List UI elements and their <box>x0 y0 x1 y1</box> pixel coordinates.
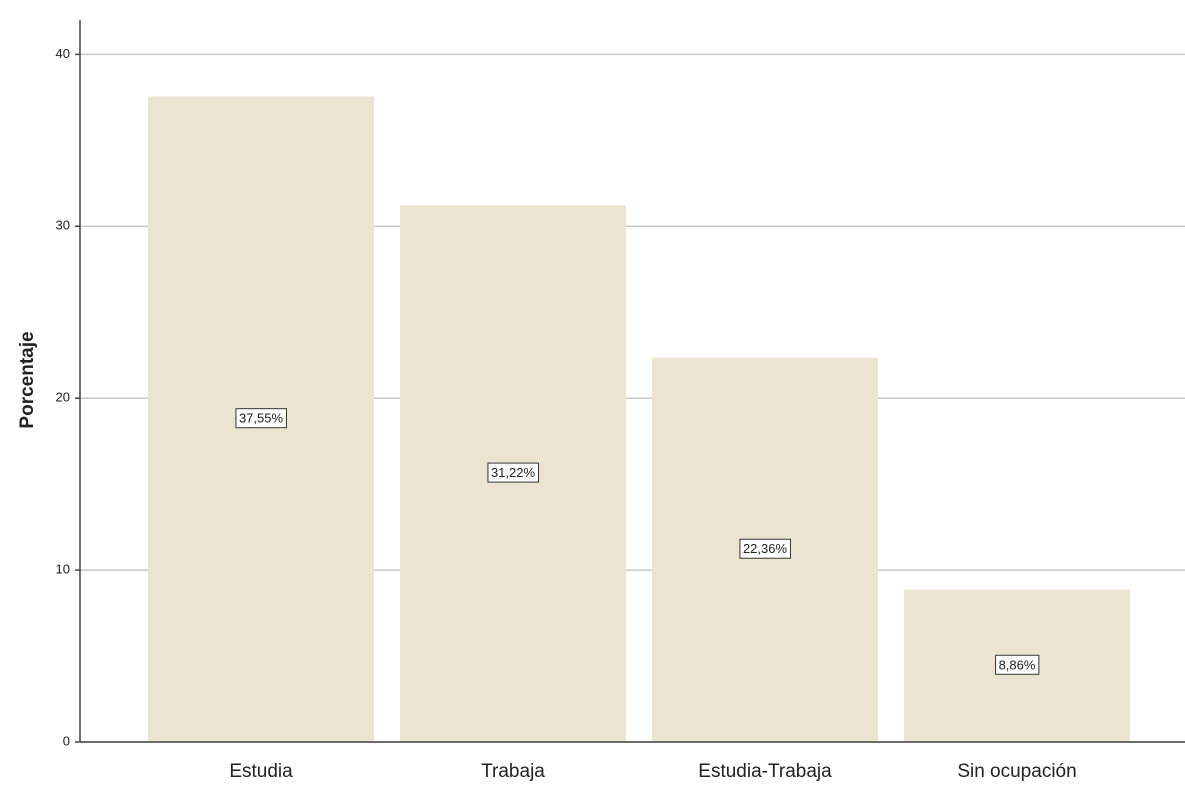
data-label: 22,36% <box>743 541 788 556</box>
y-tick-label: 40 <box>56 46 70 61</box>
data-label-box <box>739 538 791 559</box>
x-tick-label: Trabaja <box>481 761 545 782</box>
data-label: 8,86% <box>999 657 1036 672</box>
x-tick-label: Estudia-Trabaja <box>698 761 832 782</box>
y-axis-label: Porcentaje <box>17 331 38 428</box>
data-label: 31,22% <box>491 465 536 480</box>
y-tick-label: 0 <box>63 733 70 748</box>
data-label: 37,55% <box>239 411 284 426</box>
y-tick-label: 30 <box>56 218 70 233</box>
data-label-box <box>995 654 1040 675</box>
y-tick-label: 20 <box>56 390 70 405</box>
y-tick-label: 10 <box>56 562 70 577</box>
x-tick-label: Sin ocupación <box>957 761 1076 782</box>
x-tick-label: Estudia <box>229 761 293 782</box>
data-label-box <box>235 408 287 429</box>
data-label-box <box>487 462 539 483</box>
